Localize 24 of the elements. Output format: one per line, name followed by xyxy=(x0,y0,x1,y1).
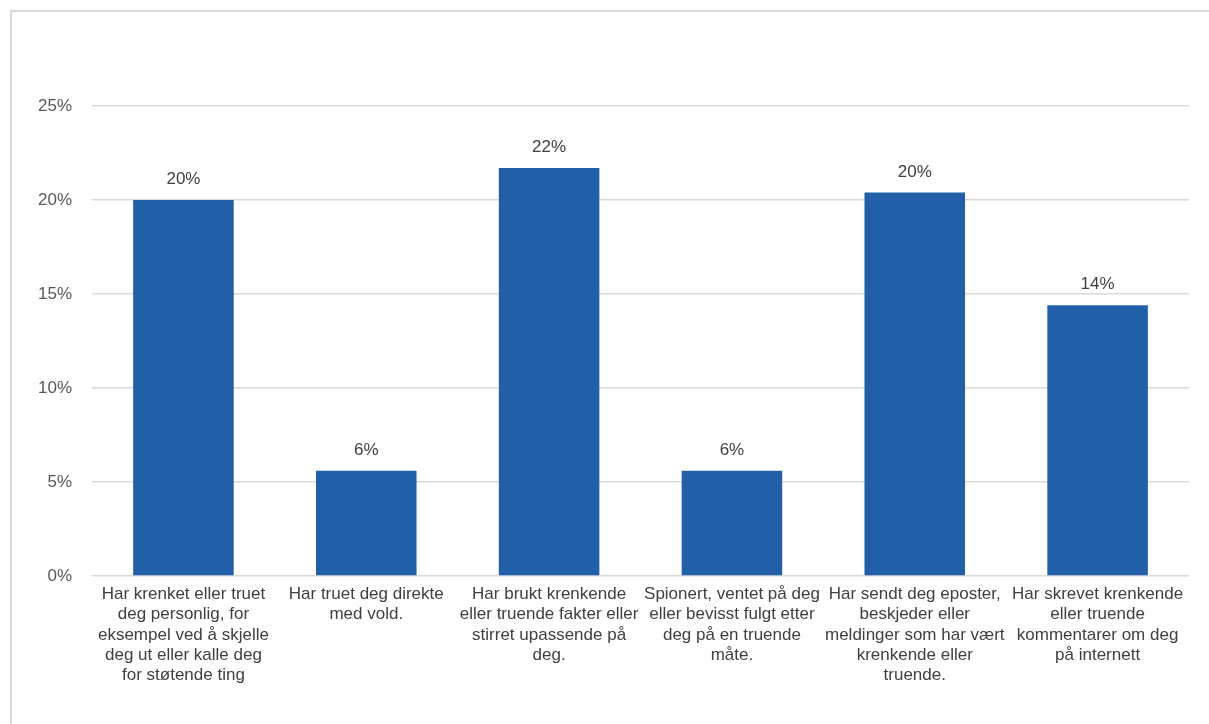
data-label: 20% xyxy=(897,161,932,181)
x-tick-label: Har krenket eller truet deg personlig, for eksempel ved å skjelle deg ut eller kalle deg for støtende ting xyxy=(97,583,269,685)
data-label: 20% xyxy=(166,169,201,189)
y-tick-label: 20% xyxy=(37,189,73,209)
bar xyxy=(315,470,417,576)
data-label: 6% xyxy=(353,439,379,459)
y-tick-label: 0% xyxy=(47,565,73,585)
y-tick-label: 5% xyxy=(47,471,73,491)
bar xyxy=(498,168,600,576)
x-tick-label: Har truet deg direkte med vold. xyxy=(288,583,444,624)
y-tick-label: 25% xyxy=(37,95,73,115)
bar xyxy=(1047,305,1148,576)
bar xyxy=(864,192,966,576)
x-tick-label: Har skrevet krenkende eller truende kommentarer om deg på internett xyxy=(1012,583,1184,665)
data-label: 14% xyxy=(1080,274,1115,294)
x-tick-label: Har brukt krenkende eller truende fakter eller stirret upassende på deg. xyxy=(459,583,639,665)
bar xyxy=(133,200,234,576)
x-tick-label: Har sendt deg eposter, beskjeder eller meldinger som har vært krenkende eller truende. xyxy=(825,583,1005,685)
data-label: 6% xyxy=(719,439,745,459)
data-label: 22% xyxy=(532,137,567,157)
y-tick-label: 10% xyxy=(37,377,73,397)
bar xyxy=(681,470,783,576)
y-tick-label: 15% xyxy=(37,283,73,303)
x-tick-label: Spionert, ventet på deg eller bevisst fulgt etter deg på en truende måte. xyxy=(644,583,820,665)
